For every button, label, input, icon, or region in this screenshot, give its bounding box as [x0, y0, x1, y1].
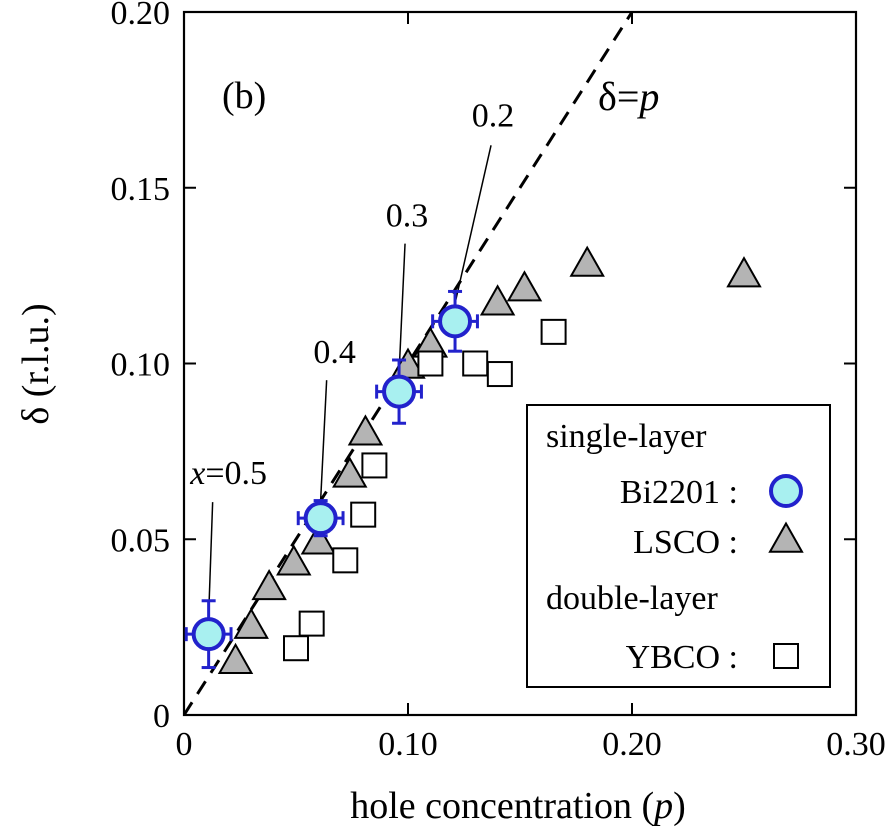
ybco-point — [540, 318, 567, 345]
y-tick-label: 0 — [153, 698, 170, 735]
annotation-leader-line — [398, 243, 406, 374]
ybco-series — [283, 318, 567, 662]
annotation-leader-line — [319, 380, 328, 501]
lsco-point — [479, 284, 516, 316]
legend-label: LSCO : — [633, 524, 738, 561]
lsco-point — [251, 568, 287, 601]
lsco-point — [347, 414, 384, 446]
legend-label: YBCO : — [626, 639, 738, 676]
annotation-leader-line — [454, 145, 492, 304]
x-tick-label: 0 — [176, 726, 193, 763]
ybco-point — [283, 635, 309, 662]
lsco-point — [217, 642, 254, 674]
y-axis-label: δ (r.l.u.) — [15, 303, 57, 424]
annotation-leader-line — [207, 502, 214, 617]
legend: single-layer Bi2201 : LSCO : double-layer YB… — [526, 404, 831, 688]
legend-ybco-marker — [773, 643, 799, 669]
axis-tick-labels: 0 0.10 0.20 0.30 0 0.05 0.10 0.15 0.20 — [111, 0, 886, 763]
bi2201-series — [184, 289, 479, 670]
y-tick-label: 0.05 — [111, 522, 171, 559]
bi2201-point — [191, 617, 226, 652]
ybco-point — [350, 501, 377, 528]
ybco-point — [417, 350, 444, 377]
y-tick-label: 0.20 — [111, 0, 171, 32]
y-tick-label: 0.15 — [111, 171, 171, 208]
annotation-label: 0.4 — [313, 334, 356, 371]
point-annotations: x=0.5 0.4 0.3 0.2 — [189, 97, 514, 492]
legend-lsco-marker — [768, 521, 804, 553]
ybco-point — [462, 350, 489, 377]
bi2201-point — [438, 304, 473, 339]
reference-line-label: δ=p — [598, 74, 659, 119]
lsco-series — [217, 245, 762, 674]
annotation-leaders — [207, 145, 492, 617]
ybco-point — [298, 610, 325, 637]
lsco-point — [300, 523, 337, 555]
panel-label: (b) — [222, 75, 266, 117]
annotation-label: 0.3 — [386, 198, 429, 235]
lsco-point — [332, 456, 368, 488]
axis-ticks — [183, 11, 857, 716]
lsco-point — [506, 270, 543, 302]
y-tick-label: 0.10 — [111, 347, 171, 384]
ybco-point — [332, 547, 359, 574]
x-tick-label: 0.10 — [378, 726, 438, 763]
x-axis-label: hole concentration (p) — [350, 785, 686, 827]
x-tick-label: 0.30 — [826, 726, 886, 763]
ybco-point — [361, 452, 388, 479]
legend-box — [526, 404, 831, 688]
bi2201-point — [382, 374, 417, 409]
lsco-point — [726, 256, 762, 288]
x-tick-label: 0.20 — [602, 726, 662, 763]
legend-heading: double-layer — [546, 580, 718, 617]
annotation-label: 0.2 — [472, 97, 515, 134]
legend-heading: single-layer — [546, 418, 707, 455]
legend-bi2201-marker — [769, 474, 803, 508]
lsco-point — [276, 544, 312, 576]
annotation-label: x=0.5 — [189, 455, 267, 492]
lsco-point — [233, 607, 269, 639]
ybco-point — [486, 361, 513, 388]
lsco-point — [569, 245, 605, 277]
bi2201-point — [303, 501, 338, 536]
legend-label: Bi2201 : — [620, 474, 738, 511]
